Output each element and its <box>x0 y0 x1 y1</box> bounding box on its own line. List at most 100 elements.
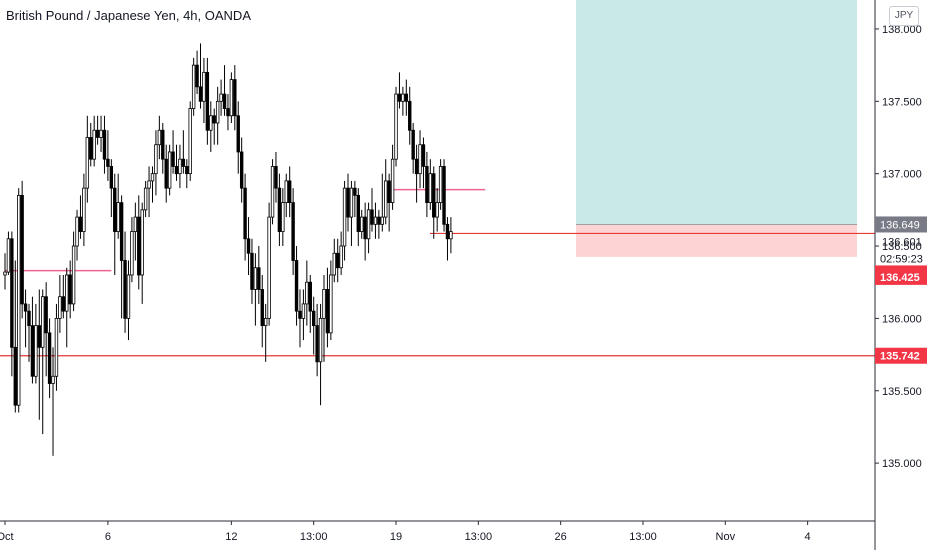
down-candle <box>47 332 52 384</box>
down-candle <box>260 289 264 327</box>
currency-button[interactable]: JPY <box>889 6 919 26</box>
down-candle <box>181 158 186 167</box>
level-price-label-bg <box>875 268 927 285</box>
up-candle <box>191 64 196 109</box>
up-candle <box>380 216 384 225</box>
down-candle <box>10 238 14 348</box>
up-candle <box>253 267 258 290</box>
up-candle <box>215 100 220 124</box>
down-candle <box>119 202 124 261</box>
up-candle <box>318 317 323 363</box>
time-tick-label: 13:00 <box>465 531 493 543</box>
up-candle <box>92 129 96 160</box>
down-candle <box>353 187 357 196</box>
up-candle <box>449 231 453 240</box>
down-candle <box>198 86 203 102</box>
up-candle <box>140 209 144 276</box>
up-candle <box>65 274 69 312</box>
down-candle <box>30 325 35 377</box>
up-candle <box>329 274 333 334</box>
take-profit-zone[interactable] <box>576 0 857 225</box>
down-candle <box>236 115 240 153</box>
down-candle <box>233 79 237 117</box>
down-candle <box>336 252 340 269</box>
down-candle <box>404 93 409 102</box>
down-candle <box>414 158 419 175</box>
up-candle <box>147 180 151 189</box>
symbol-title: British Pound / Japanese Yen, 4h, OANDA <box>6 8 251 23</box>
time-tick-label: 12 <box>225 531 237 543</box>
down-candle <box>102 129 107 160</box>
up-candle <box>71 245 76 305</box>
down-candle <box>445 223 450 240</box>
stop-loss-zone[interactable] <box>576 224 857 257</box>
price-tick-label: 136.000 <box>882 313 922 325</box>
up-candle <box>150 173 155 182</box>
up-candle <box>126 274 131 319</box>
down-candle <box>298 310 302 319</box>
down-candle <box>123 260 127 319</box>
down-candle <box>421 144 426 167</box>
down-candle <box>287 180 292 204</box>
down-candle <box>226 108 230 117</box>
time-tick-label: 4 <box>805 531 811 543</box>
down-candle <box>239 151 244 189</box>
up-candle <box>281 202 285 232</box>
down-candle <box>363 216 367 240</box>
down-candle <box>308 281 312 312</box>
up-candle <box>178 158 182 175</box>
up-candle <box>418 144 422 175</box>
up-candle <box>394 93 398 160</box>
up-candle <box>360 216 364 232</box>
down-candle <box>274 166 278 189</box>
price-tick-label: 135.000 <box>882 458 922 470</box>
up-candle <box>99 129 103 138</box>
up-candle <box>154 144 158 175</box>
down-candle <box>356 194 360 232</box>
up-candle <box>332 252 336 276</box>
down-candle <box>27 310 31 327</box>
down-candle <box>68 274 72 305</box>
up-candle <box>438 166 443 204</box>
up-candle <box>342 187 347 247</box>
down-candle <box>161 129 165 160</box>
down-candle <box>195 64 199 88</box>
down-candle <box>387 180 391 204</box>
up-candle <box>188 108 192 175</box>
up-candle <box>301 303 306 319</box>
down-candle <box>113 187 117 232</box>
up-candle <box>305 281 309 305</box>
up-candle <box>202 71 206 102</box>
up-candle <box>435 202 439 218</box>
up-candle <box>428 173 433 204</box>
up-candle <box>349 187 354 218</box>
up-candle <box>58 296 62 319</box>
time-tick-label: 13:00 <box>300 531 328 543</box>
down-candle <box>442 166 446 225</box>
up-candle <box>116 202 120 232</box>
up-candle <box>384 180 388 218</box>
time-tick-label: Nov <box>716 531 736 543</box>
down-candle <box>397 93 402 102</box>
down-candle <box>408 100 412 131</box>
up-candle <box>284 180 288 204</box>
time-tick-label: 19 <box>390 531 402 543</box>
down-candle <box>164 158 168 189</box>
down-candle <box>89 137 93 160</box>
down-candle <box>171 151 175 167</box>
up-candle <box>366 209 371 240</box>
down-candle <box>325 289 330 334</box>
down-candle <box>370 209 374 225</box>
level-price-label: 135.742 <box>880 351 920 363</box>
down-candle <box>61 296 66 312</box>
down-candle <box>315 325 319 363</box>
up-candle <box>143 187 148 211</box>
down-candle <box>243 187 247 240</box>
down-candle <box>23 303 28 312</box>
up-candle <box>75 216 79 247</box>
down-candle <box>425 166 429 204</box>
time-tick-label: 6 <box>105 531 111 543</box>
time-tick-label: Oct <box>0 531 14 543</box>
